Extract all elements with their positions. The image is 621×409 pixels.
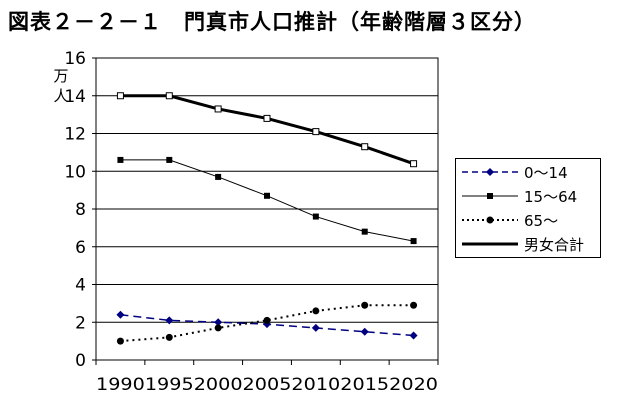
legend-label-15-64: 15～64 [524,187,578,206]
series-1-point-2000 [215,173,222,180]
x-tick-label-2000: 2000 [194,375,243,395]
legend-item-total: 男女合計 [460,233,584,255]
series-2-point-2000 [214,324,222,332]
series-0-point-2020 [409,331,418,340]
y-tick-label-10: 10 [64,162,86,182]
series-1-point-1990 [117,156,124,163]
series-1-point-2010 [312,213,319,220]
series-0-point-2000 [214,318,223,327]
series-1-point-1995 [166,156,173,163]
legend-swatch-65-plus [462,216,518,224]
y-tick-label-8: 8 [75,200,86,220]
series-3-point-2000 [214,105,222,113]
legend-item-65-plus: 65～ [460,209,558,231]
series-0-point-2010 [311,323,320,332]
legend-swatch-15-64 [462,193,518,199]
series-2-point-2005 [263,316,271,324]
legend-item-15-64: 15～64 [460,185,577,207]
series-3-point-2015 [361,143,369,151]
tick-labels: 0 2 4 6 8 10 12 14 16 1990 1995 2000 2005 2010 2015 202… [64,49,438,395]
legend-label-65-plus: 65～ [524,211,559,230]
series-2-point-1990 [116,337,124,345]
series-2-point-2010 [312,307,320,315]
y-axis-unit-text: 万人 [53,67,69,105]
series-line-3 [120,94,415,166]
x-tick-label-2005: 2005 [243,375,292,395]
y-tick-label-12: 12 [64,125,86,145]
legend-swatch-total [462,242,518,246]
legend-swatch-0-14 [462,168,518,176]
y-tick-label-0: 0 [75,351,86,371]
series-1-point-2005 [264,192,270,199]
y-tick-label-14: 14 [64,87,86,107]
axes [92,57,439,365]
legend: 0～14 15～64 65～ 男女合計 [455,158,601,258]
series-2-point-1995 [165,333,173,341]
x-tick-label-2020: 2020 [389,375,438,395]
legend-label-0-14: 0～14 [524,163,568,182]
series-lines [116,92,418,345]
x-tick-label-1990: 1990 [96,375,145,395]
series-0-point-1990 [116,310,125,319]
legend-item-0-14: 0～14 [460,161,568,183]
series-0-point-1995 [165,316,174,325]
series-line-1 [120,159,414,242]
series-3-point-2010 [312,128,320,136]
series-0-point-2015 [360,327,369,336]
x-tick-label-2010: 2010 [291,375,340,395]
series-3-point-2020 [410,160,418,168]
y-tick-label-6: 6 [75,238,86,258]
y-tick-label-4: 4 [75,276,86,296]
legend-label-total: 男女合計 [524,235,585,254]
x-tick-label-1995: 1995 [145,375,194,395]
y-tick-label-2: 2 [75,313,86,333]
gridlines [96,57,438,323]
series-2-point-2015 [361,301,369,309]
y-tick-label-16: 16 [64,49,86,69]
series-1-point-2015 [361,228,368,235]
chart-title: 図表２－２－１ 門真市人口推計（年齢階層３区分） [8,10,536,34]
x-tick-label-2015: 2015 [340,375,389,395]
series-2-point-2020 [410,301,418,309]
series-1-point-2020 [410,238,417,245]
series-3-point-1995 [165,92,173,100]
series-3-point-2005 [263,114,271,122]
series-3-point-1990 [116,92,124,100]
y-axis-unit-label: 万人 [52,66,70,106]
